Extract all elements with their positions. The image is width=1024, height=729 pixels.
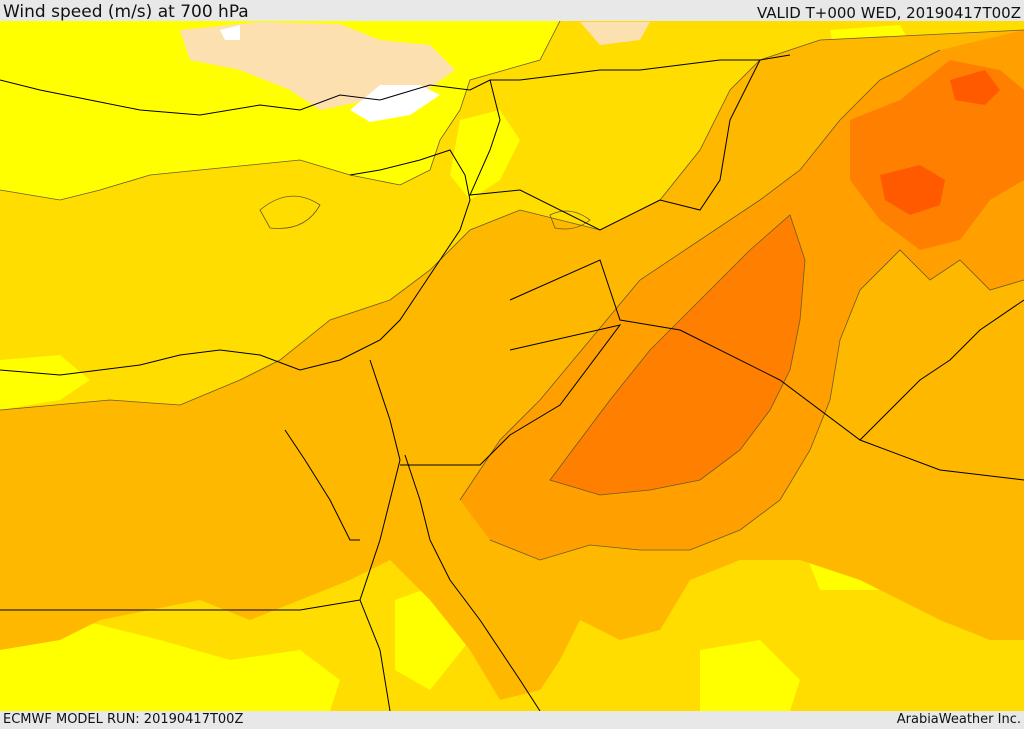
contour-c — [459, 49, 941, 501]
wind-speed-map — [0, 21, 1024, 711]
credit-label: ArabiaWeather Inc. — [896, 712, 1021, 727]
band-deep-orange-core — [550, 215, 805, 495]
band-white-nw — [220, 25, 240, 40]
border-iraq-saudi — [509, 259, 1024, 481]
coastline-turkey — [0, 54, 791, 116]
border-jordan-saudi — [400, 324, 622, 466]
coastline-gulf — [859, 299, 1024, 441]
coastline-levant — [0, 149, 471, 376]
band-red-orange-ne2 — [950, 70, 1000, 105]
header-bar: Wind speed (m/s) at 700 hPa VALID T+000 … — [0, 0, 1024, 21]
band-peach-ne — [580, 22, 650, 45]
coastline-redsea-west — [359, 359, 401, 711]
band-yellow-bottom — [700, 640, 800, 711]
contour-d — [549, 214, 806, 496]
contour-e — [489, 249, 1024, 561]
border-egypt-sudan — [0, 599, 361, 611]
band-red-orange-ne — [880, 165, 945, 215]
coastline-sinai — [284, 429, 360, 541]
coastline-redsea-east — [404, 454, 541, 711]
band-white-north — [350, 85, 440, 122]
map-title: Wind speed (m/s) at 700 hPa — [3, 2, 249, 22]
country-borders — [0, 54, 1024, 711]
border-syria-iraq — [469, 59, 761, 231]
contour-b — [0, 29, 1024, 411]
band-yellow-nw-lower — [0, 355, 90, 410]
map-area[interactable] — [0, 21, 1024, 711]
band-yellow-sw — [0, 620, 340, 711]
contour-f — [259, 195, 321, 229]
model-run-label: ECMWF MODEL RUN: 20190417T00Z — [3, 712, 244, 727]
contour-lines — [0, 21, 1024, 561]
valid-time-label: VALID T+000 WED, 20190417T00Z — [756, 4, 1021, 22]
footer-bar: ECMWF MODEL RUN: 20190417T00Z ArabiaWeat… — [0, 711, 1024, 729]
band-yellow-levant — [450, 110, 520, 200]
